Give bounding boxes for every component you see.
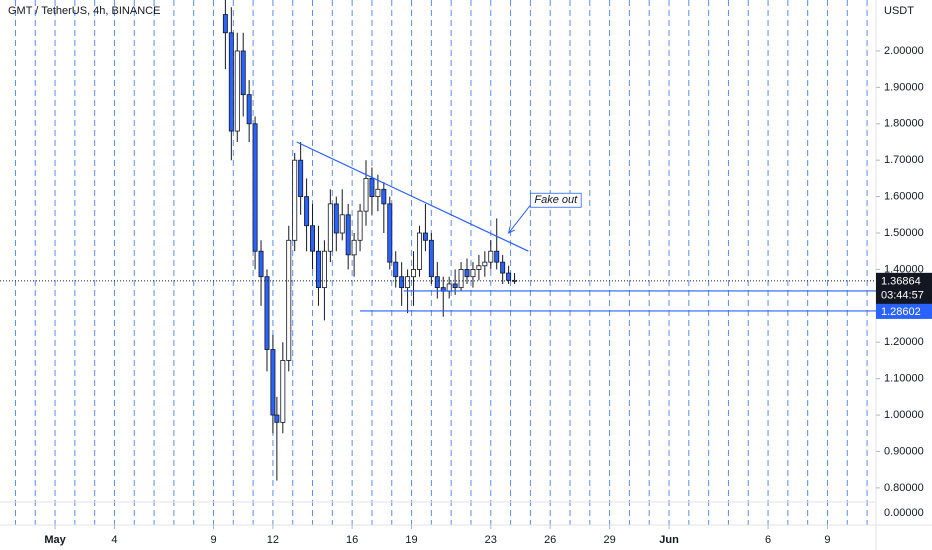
candle-body bbox=[363, 177, 369, 212]
candle-body bbox=[381, 188, 387, 205]
candle-body bbox=[399, 276, 405, 289]
candle-body bbox=[482, 261, 488, 267]
x-tick-label: May bbox=[44, 534, 66, 546]
candle-body bbox=[446, 283, 452, 292]
y-tick-label: 1.10000 bbox=[884, 373, 924, 385]
price-tag bbox=[876, 302, 932, 319]
candle-body bbox=[304, 196, 310, 227]
candle-body bbox=[292, 159, 298, 241]
candle-body bbox=[228, 32, 234, 132]
x-tick-label: 4 bbox=[111, 534, 117, 546]
x-tick-label: 26 bbox=[544, 534, 556, 546]
candle-body bbox=[357, 210, 363, 241]
candle-body bbox=[252, 123, 258, 252]
candle-body bbox=[298, 159, 304, 198]
y-tick-label: 1.70000 bbox=[884, 154, 924, 166]
annotation-arrow bbox=[508, 204, 531, 234]
x-tick-label: 9 bbox=[824, 534, 830, 546]
candle-body bbox=[411, 269, 417, 278]
candle-body bbox=[351, 239, 357, 256]
x-tick-label: 6 bbox=[765, 534, 771, 546]
candle-body bbox=[234, 50, 240, 132]
x-tick-label: 9 bbox=[210, 534, 216, 546]
candle-body bbox=[270, 349, 276, 416]
candle-body bbox=[428, 239, 434, 278]
candle-body bbox=[494, 250, 500, 263]
x-tick-label: 23 bbox=[485, 534, 497, 546]
y-tick-label: 1.00000 bbox=[884, 409, 924, 421]
y-tick-label: 0.80000 bbox=[884, 482, 924, 494]
candle-body bbox=[488, 250, 494, 263]
trend-line bbox=[296, 141, 529, 252]
x-tick-label: 12 bbox=[267, 534, 279, 546]
y-tick-label: 1.40000 bbox=[884, 263, 924, 275]
candle-body bbox=[246, 94, 252, 125]
candle-body bbox=[464, 269, 470, 278]
candle-body bbox=[280, 360, 286, 423]
candle-body bbox=[405, 276, 411, 289]
candle-body bbox=[506, 272, 512, 281]
annotation-arrowhead bbox=[507, 226, 516, 234]
y-tick-label: 1.50000 bbox=[884, 227, 924, 239]
candle-body bbox=[310, 225, 316, 252]
candle-body bbox=[387, 203, 393, 263]
countdown-label: 03:44:57 bbox=[881, 290, 924, 302]
candle-body bbox=[369, 177, 375, 198]
candle-body bbox=[393, 261, 399, 278]
candle-body bbox=[327, 203, 333, 252]
candle-body bbox=[258, 250, 264, 278]
candle-body bbox=[286, 239, 292, 361]
candle-body bbox=[476, 265, 482, 270]
candle-body bbox=[434, 276, 440, 289]
x-tick-label: 16 bbox=[346, 534, 358, 546]
candle-body bbox=[422, 232, 428, 241]
candle-body bbox=[264, 276, 270, 350]
chart-title: GMT / TetherUS, 4h, BINANCE bbox=[8, 5, 160, 17]
y-tick-label: 2.00000 bbox=[884, 45, 924, 57]
candle-body bbox=[333, 203, 339, 234]
scale-floor-label: 0.00000 bbox=[884, 507, 924, 519]
y-tick-label: 1.60000 bbox=[884, 191, 924, 203]
last-price-tag bbox=[876, 272, 932, 304]
candle-body bbox=[321, 250, 327, 289]
y-tick-label: 1.90000 bbox=[884, 81, 924, 93]
y-axis-label: USDT bbox=[884, 5, 914, 17]
candle-body bbox=[240, 50, 246, 96]
candle-body bbox=[452, 283, 458, 289]
last-price-label: 1.36864 bbox=[881, 276, 921, 288]
candle-body bbox=[458, 269, 464, 289]
y-tick-label: 0.90000 bbox=[884, 445, 924, 457]
price-tag-label: 1.28602 bbox=[881, 306, 921, 318]
candle-body bbox=[339, 214, 345, 234]
y-tick-label: 1.80000 bbox=[884, 118, 924, 130]
candle-body bbox=[222, 14, 228, 34]
x-tick-label: Jun bbox=[659, 534, 679, 546]
candle-body bbox=[375, 188, 381, 198]
candle-body bbox=[345, 214, 351, 256]
candle-body bbox=[470, 269, 476, 278]
candle-body bbox=[315, 250, 321, 289]
y-tick-label: 1.20000 bbox=[884, 336, 924, 348]
candle-body bbox=[274, 414, 280, 423]
candle-body bbox=[416, 232, 422, 270]
annotation-box bbox=[529, 192, 582, 208]
candle-body bbox=[500, 261, 506, 274]
x-tick-label: 19 bbox=[405, 534, 417, 546]
x-tick-label: 29 bbox=[603, 534, 615, 546]
annotation-text: Fake out bbox=[534, 194, 578, 206]
